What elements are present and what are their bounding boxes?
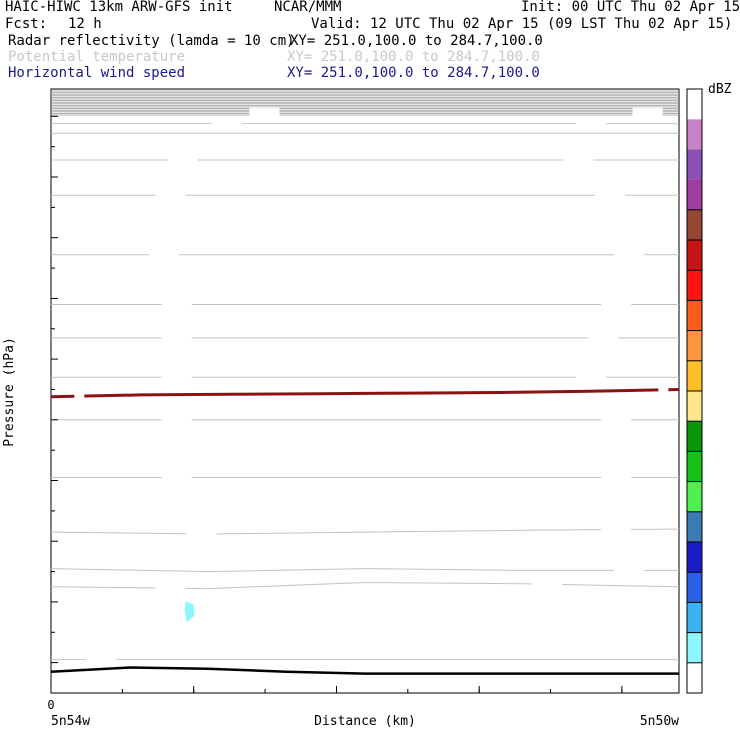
field-wind-xy: XY= 251.0,100.0 to 284.7,100.0 xyxy=(287,65,540,81)
organization-label: NCAR/MMM xyxy=(274,0,342,15)
theta-label-bg xyxy=(161,471,192,486)
theta-label-bg xyxy=(601,295,632,310)
theta-label-bg xyxy=(161,331,192,346)
theta-label-bg xyxy=(186,526,217,541)
colorbar-swatch xyxy=(687,572,702,603)
theta-label-bg xyxy=(161,413,192,428)
x-start-label: 5n54w xyxy=(51,714,90,729)
field-theta-name: Potential temperature xyxy=(8,49,186,65)
freezing-level-line xyxy=(50,388,680,399)
theta-label-bg xyxy=(532,580,563,595)
colorbar-swatch xyxy=(687,662,702,693)
theta-label-bg xyxy=(588,331,619,346)
colorbar-swatch xyxy=(687,179,702,210)
init-time: Init: 00 UTC Thu 02 Apr 15 xyxy=(521,0,740,15)
colorbar-swatch xyxy=(687,89,702,120)
theta-labels xyxy=(86,107,663,668)
x-axis xyxy=(50,686,623,693)
colorbar-swatch xyxy=(687,360,702,391)
field-reflectivity-xy: XY= 251.0,100.0 to 284.7,100.0 xyxy=(290,33,543,49)
reflectivity-cells xyxy=(184,601,195,623)
theta-label-bg xyxy=(249,107,280,122)
theta-label-bg xyxy=(632,107,663,122)
y-axis-label: Pressure (hPa) xyxy=(2,337,17,447)
theta-label-bg xyxy=(86,653,117,668)
colorbar-swatch xyxy=(687,421,702,452)
theta-label-bg xyxy=(601,413,632,428)
freezing-level xyxy=(50,383,680,403)
theta-label-bg xyxy=(613,565,644,580)
colorbar-swatch xyxy=(687,481,702,512)
theta-label-bg xyxy=(601,526,632,541)
colorbar-swatch xyxy=(687,209,702,240)
colorbar-swatch xyxy=(687,240,702,271)
reflectivity-cell xyxy=(184,601,195,623)
colorbar-swatch xyxy=(687,511,702,542)
x-axis-label: Distance (km) xyxy=(314,714,416,729)
colorbar-swatch xyxy=(687,391,702,422)
theta-label-bg xyxy=(161,371,192,386)
theta-label-bg xyxy=(149,250,179,264)
freezing-level-label-bg xyxy=(658,383,669,396)
theta-label-bg xyxy=(601,471,632,486)
colorbar-swatch xyxy=(687,270,702,301)
colorbar-swatch xyxy=(687,149,702,180)
surface-line xyxy=(50,666,679,675)
model-title: HAIC-HIWC 13km ARW-GFS init xyxy=(5,0,233,15)
forecast-label: Fcst: xyxy=(5,16,48,32)
colorbar-swatch xyxy=(687,632,702,663)
theta-label-bg xyxy=(155,580,186,595)
theta-label-bg xyxy=(155,183,186,198)
field-theta-xy: XY= 251.0,100.0 to 284.7,100.0 xyxy=(287,49,540,65)
colorbar-swatch xyxy=(687,300,702,331)
theta-label-bg xyxy=(563,149,594,164)
theta-label-bg xyxy=(167,146,198,161)
x-zero-tick: 0 xyxy=(47,698,54,712)
colorbar-swatch xyxy=(687,542,702,573)
theta-label-bg xyxy=(161,295,192,310)
theta-contour-310 xyxy=(50,528,680,535)
surface-pressure-line xyxy=(50,666,679,675)
colorbar-swatch xyxy=(687,330,702,361)
field-reflectivity-name: Radar reflectivity (lamda = 10 cm) xyxy=(8,33,295,49)
theta-label-bg xyxy=(576,371,607,386)
x-end-label: 5n50w xyxy=(640,714,679,729)
freezing-level-label-bg xyxy=(74,390,85,403)
theta-label-bg xyxy=(613,250,644,264)
y-axis xyxy=(51,115,58,694)
theta-label-bg xyxy=(211,116,242,131)
forecast-hour: 12 h xyxy=(68,16,102,32)
colorbar-swatch xyxy=(687,451,702,482)
theta-contour-305 xyxy=(50,568,679,573)
theta-label-bg xyxy=(576,116,607,131)
plot-header: HAIC-HIWC 13km ARW-GFS init NCAR/MMM Ini… xyxy=(0,0,740,90)
colorbar xyxy=(686,88,703,694)
theta-label-bg xyxy=(594,183,625,198)
valid-time: Valid: 12 UTC Thu 02 Apr 15 (09 LST Thu … xyxy=(311,16,733,32)
colorbar-swatch xyxy=(687,119,702,150)
field-wind-name: Horizontal wind speed xyxy=(8,65,186,81)
theta-contour-300 xyxy=(50,581,680,590)
colorbar-swatch xyxy=(687,602,702,633)
colorbar-unit: dBZ xyxy=(708,82,732,97)
top-shading xyxy=(51,90,679,116)
